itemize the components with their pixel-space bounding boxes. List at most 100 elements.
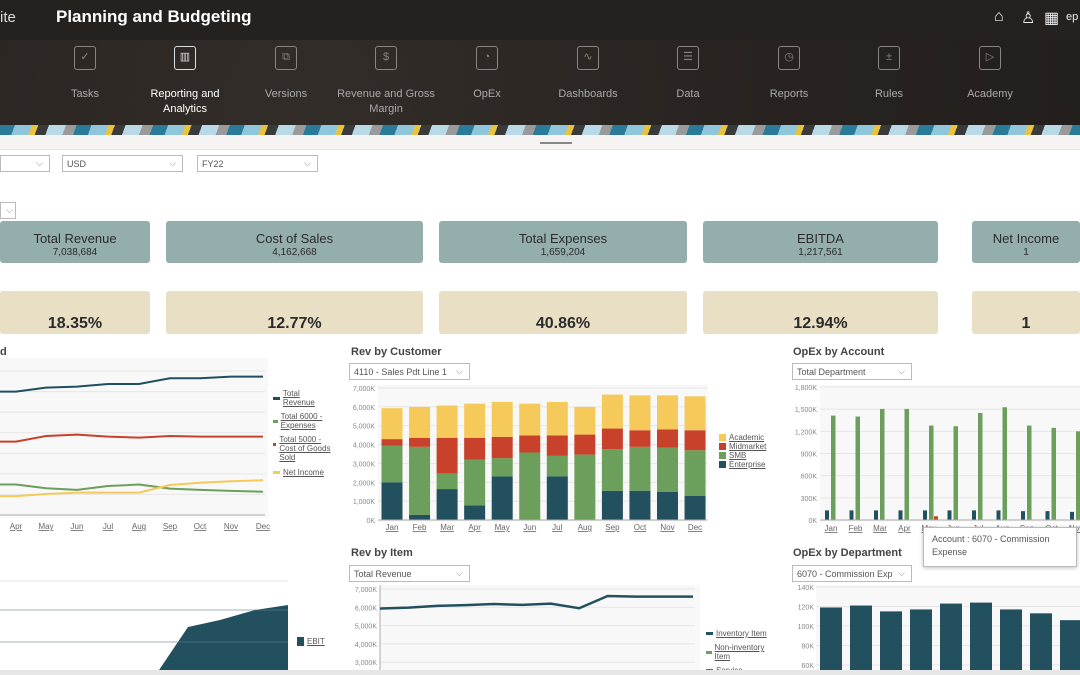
filter-select-1[interactable]: ⌵: [0, 155, 50, 172]
bar-jun: [947, 510, 952, 520]
rev-by-customer-select[interactable]: 4110 - Sales Pdt Line 1 ⌵: [349, 363, 470, 380]
nav-item-rules[interactable]: ± Rules: [839, 46, 939, 117]
y-tick-label: 7,000K: [355, 587, 378, 594]
nav-item-dashboards[interactable]: ∿ Dashboards: [538, 46, 638, 117]
legend-item-net-income[interactable]: Net Income: [273, 468, 333, 477]
pct-value: 40.86%: [535, 315, 591, 332]
nav-item-opex[interactable]: ◔ OpEx: [437, 46, 537, 117]
opex-by-department-select[interactable]: 6070 - Commission Exp ⌵: [792, 565, 912, 582]
chart-tooltip: Account : 6070 - Commission Expense: [923, 527, 1077, 567]
legend-swatch: [719, 461, 726, 469]
bar-jun: [953, 426, 958, 520]
kpi-label: EBITDA: [797, 231, 844, 246]
y-tick-label: 6,000K: [353, 405, 376, 412]
bar-enterprise-may: [491, 476, 513, 520]
department-bar: [1030, 613, 1052, 675]
y-tick-label: 3,000K: [355, 660, 378, 667]
y-tick-label: 4,000K: [355, 642, 378, 649]
department-bar: [940, 603, 962, 675]
bar-midmarket-aug: [574, 434, 596, 455]
kpi-card-net-income[interactable]: Net Income 1: [972, 221, 1080, 263]
rev-by-customer-title: Rev by Customer: [351, 346, 442, 358]
bar-smb-jun: [519, 452, 541, 520]
nav-item-versions[interactable]: ⧉ Versions: [236, 46, 336, 117]
report-doc-icon: ◷: [778, 46, 800, 70]
opex-by-department-title: OpEx by Department: [793, 547, 902, 559]
legend-item-academic[interactable]: Academic: [719, 433, 766, 442]
user-menu[interactable]: ep: [1066, 11, 1079, 23]
bar-midmarket-feb: [409, 437, 431, 447]
rev-by-item-select[interactable]: Total Revenue ⌵: [349, 565, 470, 582]
bar-midmarket-jul: [546, 435, 568, 456]
plot-background: [380, 585, 700, 675]
kpi-card-total-expenses[interactable]: Total Expenses 1,659,204: [439, 221, 687, 263]
legend-item-inventory[interactable]: Inventory Item: [706, 629, 768, 638]
bar-smb-jul: [546, 455, 568, 477]
y-tick-label: 1,200K: [795, 429, 818, 436]
horizontal-scrollbar[interactable]: [0, 670, 1080, 675]
home-icon[interactable]: ⌂: [994, 8, 1004, 25]
nav-item-data[interactable]: ☰ Data: [638, 46, 738, 117]
legend-swatch: [706, 651, 712, 654]
legend-item-expenses[interactable]: Total 6000 - Expenses: [273, 412, 333, 430]
legend-item-cogs[interactable]: Total 5000 - Cost of Goods Sold: [273, 435, 333, 462]
nav-item-reporting-and-analytics[interactable]: ▥ Reporting and Analytics: [135, 46, 235, 117]
y-tick-label: 0K: [366, 518, 375, 525]
bar-jul: [972, 510, 976, 520]
nav-item-revenue-and-gross-margin[interactable]: $ Revenue and Gross Margin: [336, 46, 436, 117]
y-tick-label: 5,000K: [355, 624, 378, 631]
chevron-down-icon: ⌵: [456, 366, 463, 376]
legend-item-smb[interactable]: SMB: [719, 451, 766, 460]
opex-by-account-select[interactable]: Total Department ⌵: [792, 363, 912, 380]
bar-nov: [1076, 431, 1080, 520]
chevron-down-icon: ⌵: [6, 205, 13, 215]
bar-enterprise-sep: [601, 490, 623, 520]
collapse-handle[interactable]: [540, 142, 572, 144]
decorative-banner: [0, 125, 1080, 135]
legend-swatch: [273, 471, 280, 474]
ebit-legend[interactable]: EBIT: [297, 637, 325, 647]
y-tick-label: 1,500K: [795, 407, 818, 414]
bar-mar: [880, 408, 885, 520]
legend-label: Enterprise: [729, 460, 766, 469]
legend-label: Academic: [729, 433, 765, 442]
year-select[interactable]: FY22 ⌵: [197, 155, 318, 172]
kpi-value: 1: [1023, 247, 1029, 258]
nav-item-label: Data: [676, 88, 700, 100]
kpi-card-cost-of-sales[interactable]: Cost of Sales 4,162,668: [166, 221, 423, 263]
y-tick-label: 900K: [801, 452, 818, 459]
kpi-card-total-revenue[interactable]: Total Revenue 7,038,684: [0, 221, 150, 263]
legend-item-midmarket[interactable]: Midmarket: [719, 442, 766, 451]
legend-item-non-inventory[interactable]: Non-inventory Item: [706, 643, 768, 661]
bar-oct: [1045, 511, 1050, 520]
currency-select[interactable]: USD ⌵: [62, 155, 183, 172]
bar-academic-oct: [629, 395, 651, 431]
line-series-total-revenue: [0, 375, 263, 393]
nav-item-label: Academy: [967, 88, 1013, 100]
chevron-down-icon: ⌵: [304, 158, 311, 168]
apps-grid-icon[interactable]: ▦: [1044, 10, 1060, 27]
dollar-coin-icon: $: [375, 46, 397, 70]
x-tick-label: Nov: [660, 523, 674, 532]
bar-midmarket-jan: [381, 439, 403, 446]
accessibility-icon[interactable]: ♙: [1021, 10, 1036, 27]
nav-item-reports[interactable]: ◷ Reports: [739, 46, 839, 117]
legend-item-enterprise[interactable]: Enterprise: [719, 460, 766, 469]
x-tick-label: Oct: [194, 522, 207, 531]
bar-academic-apr: [464, 403, 486, 438]
y-tick-label: 4,000K: [353, 443, 376, 450]
ebit-area: [0, 605, 288, 675]
legend-item-total-revenue[interactable]: Total Revenue: [273, 389, 333, 407]
select-value: 6070 - Commission Exp: [797, 569, 893, 579]
y-tick-label: 300K: [801, 496, 818, 503]
small-select[interactable]: ⌵: [0, 202, 16, 219]
kpi-card-ebitda[interactable]: EBITDA 1,217,561: [703, 221, 938, 263]
bar-jan: [825, 510, 829, 520]
chevron-down-icon: ⌵: [456, 568, 463, 578]
select-value: Total Department: [797, 367, 866, 377]
bar-smb-aug: [574, 454, 596, 520]
nav-item-academy[interactable]: ▷ Academy: [940, 46, 1040, 117]
bar-academic-nov: [657, 395, 678, 430]
nav-item-tasks[interactable]: ✓ Tasks: [35, 46, 135, 117]
